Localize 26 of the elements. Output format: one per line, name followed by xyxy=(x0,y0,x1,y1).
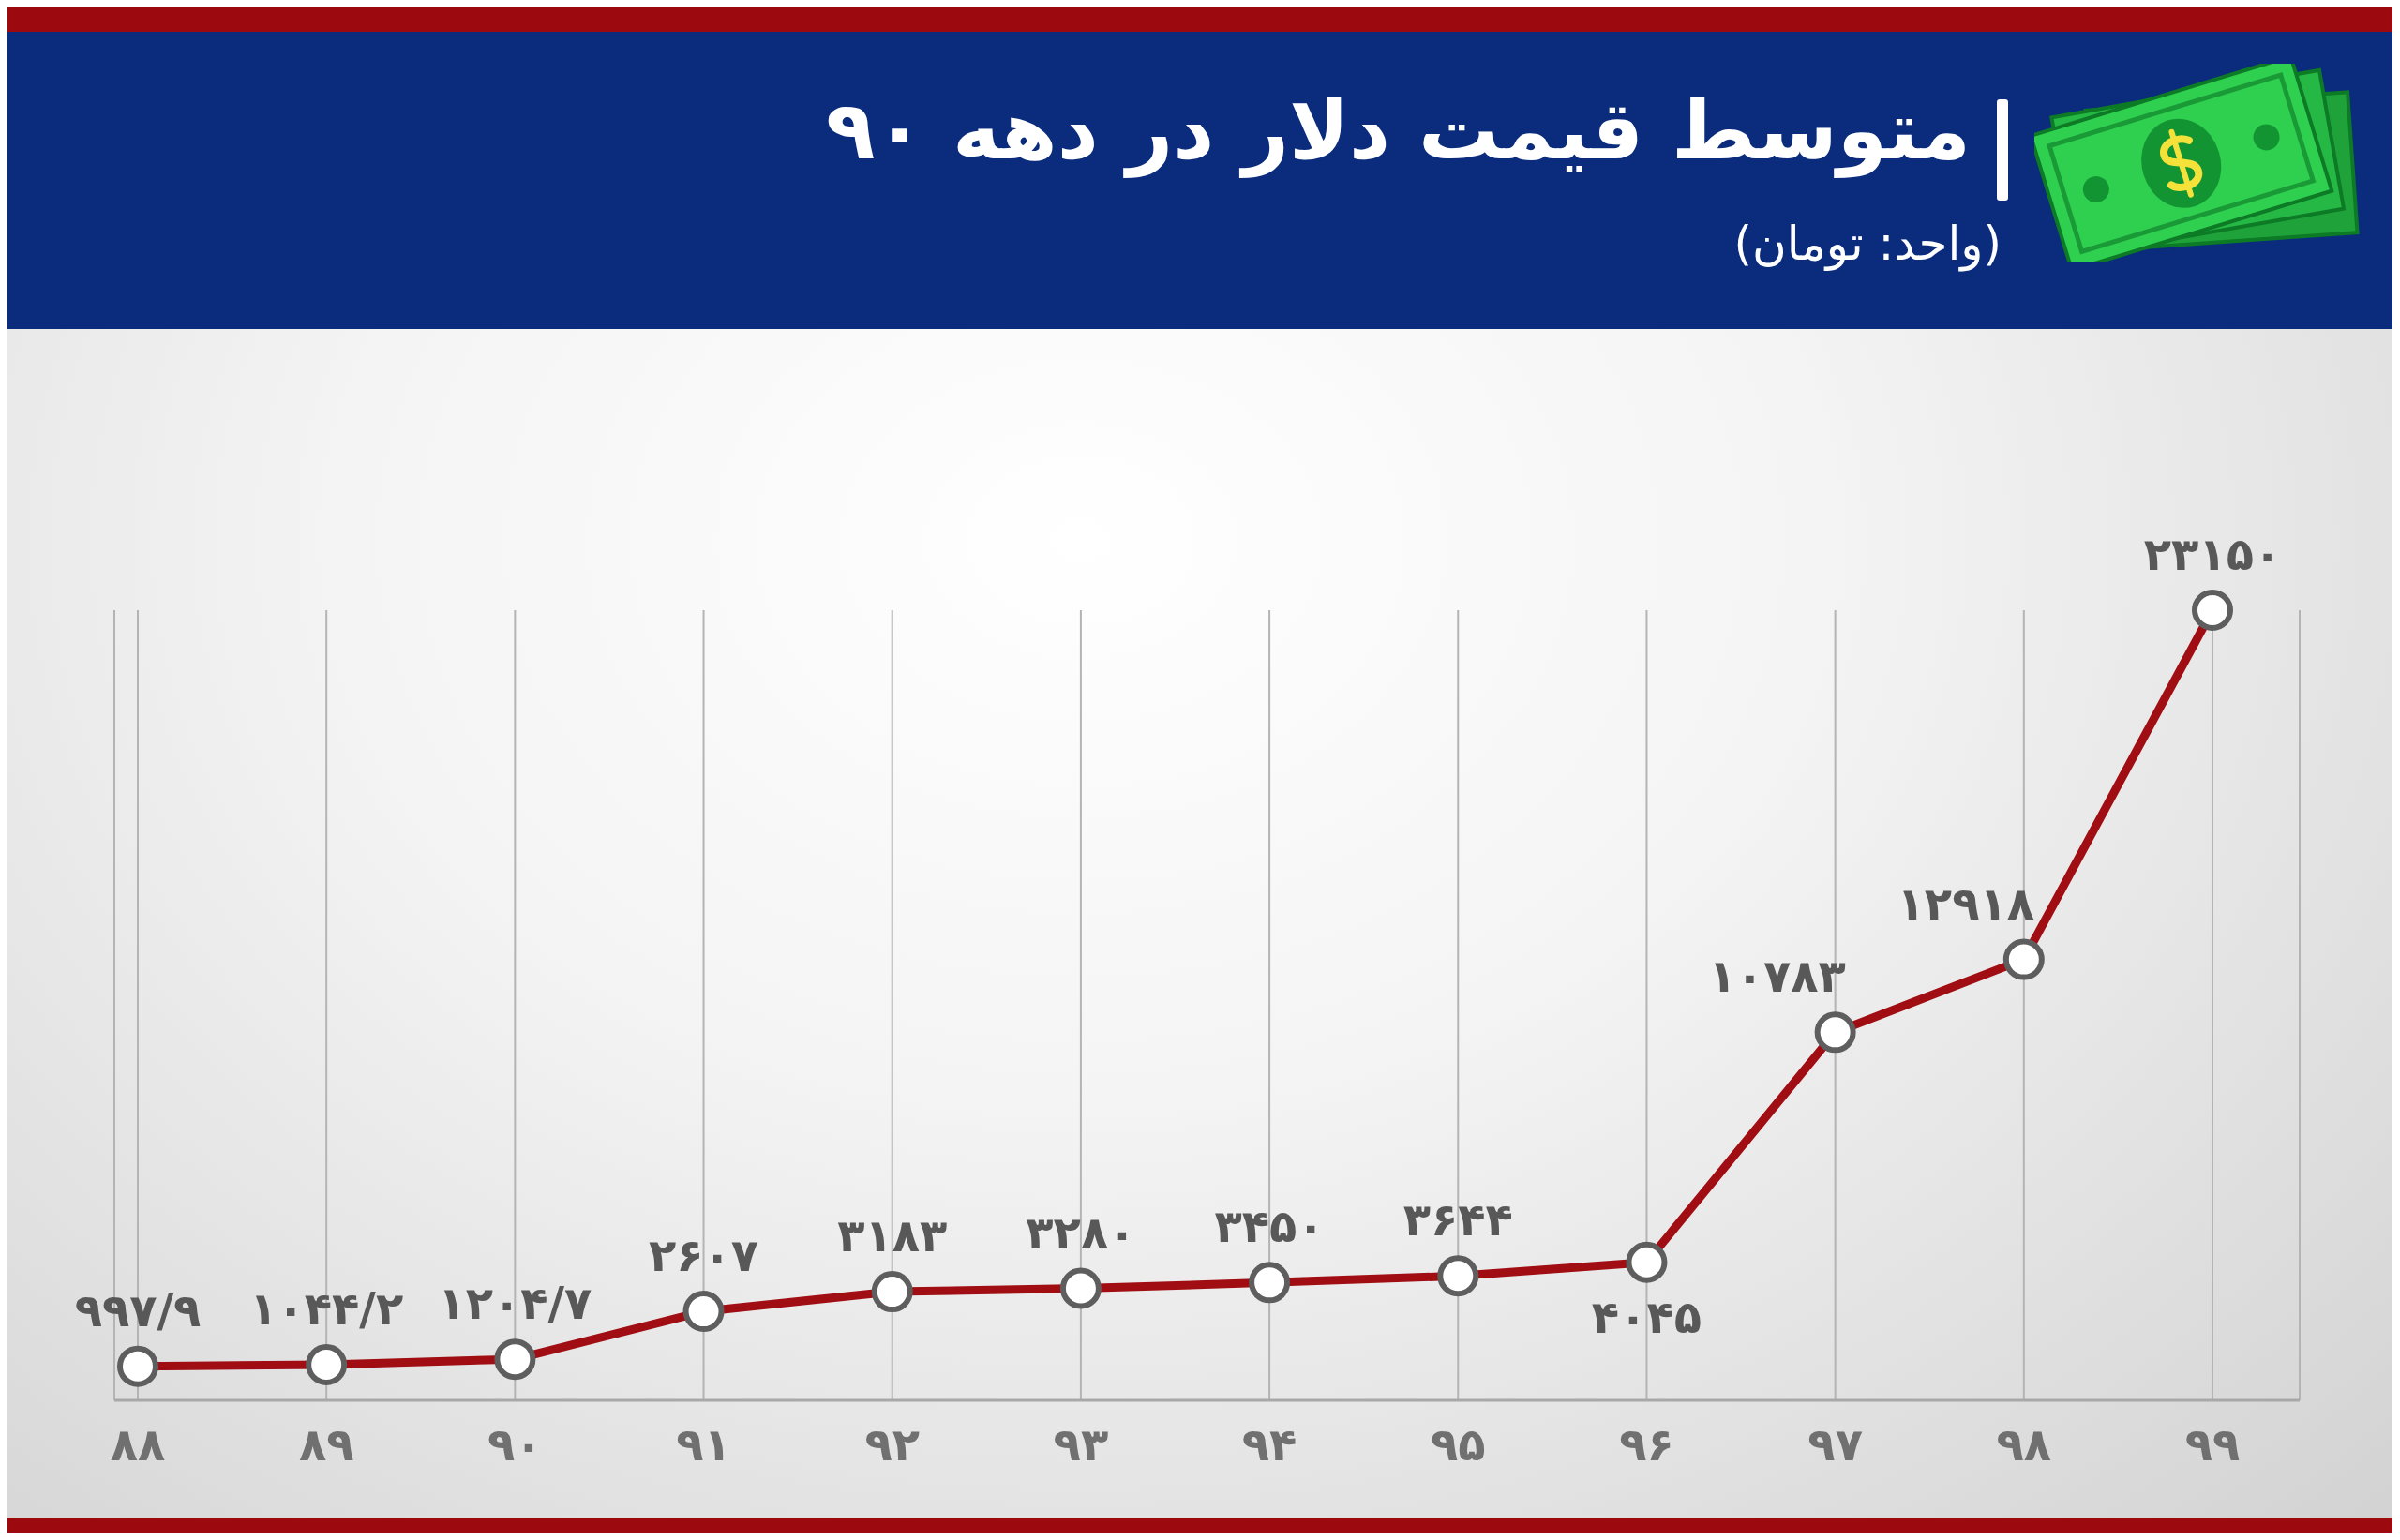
chart-title: متوسط قیمت دلار در دهه ۹۰ xyxy=(826,82,1971,180)
x-tick-label: ۹۳ xyxy=(1053,1418,1109,1472)
data-label: ۳۴۵۰ xyxy=(1214,1200,1325,1253)
x-tick-label: ۹۶ xyxy=(1619,1418,1674,1472)
data-label: ۱۲۰۴/۷ xyxy=(438,1277,592,1330)
x-tick-label: ۹۵ xyxy=(1430,1418,1486,1472)
chart-subtitle: (واحد: تومان) xyxy=(1733,216,2002,272)
x-tick-label: ۹۲ xyxy=(864,1418,921,1472)
x-tick-label: ۹۱ xyxy=(676,1418,731,1472)
x-tick-label: ۹۹ xyxy=(2184,1418,2241,1472)
x-tick-label: ۸۸ xyxy=(110,1418,166,1472)
data-label: ۹۹۷/۹ xyxy=(74,1283,202,1337)
data-label: ۱۲۹۱۸ xyxy=(1897,876,2035,930)
data-label: ۳۱۸۳ xyxy=(837,1209,948,1263)
data-label: ۳۶۴۴ xyxy=(1402,1193,1513,1247)
x-tick-label: ۹۰ xyxy=(488,1418,543,1472)
data-label: ۲۳۱۵۰ xyxy=(2143,528,2282,580)
x-tick-label: ۹۸ xyxy=(1996,1418,2052,1472)
data-label: ۴۰۴۵ xyxy=(1591,1290,1702,1343)
x-tick-label: ۸۹ xyxy=(298,1418,354,1472)
data-label: ۱۰۴۴/۲ xyxy=(249,1281,404,1335)
x-tick-label: ۹۷ xyxy=(1808,1418,1863,1472)
data-label: ۲۶۰۷ xyxy=(648,1229,759,1282)
data-label: ۳۲۸۰ xyxy=(1026,1205,1136,1259)
data-label: ۱۰۷۸۳ xyxy=(1708,949,1846,1003)
x-tick-label: ۹۴ xyxy=(1241,1418,1298,1472)
